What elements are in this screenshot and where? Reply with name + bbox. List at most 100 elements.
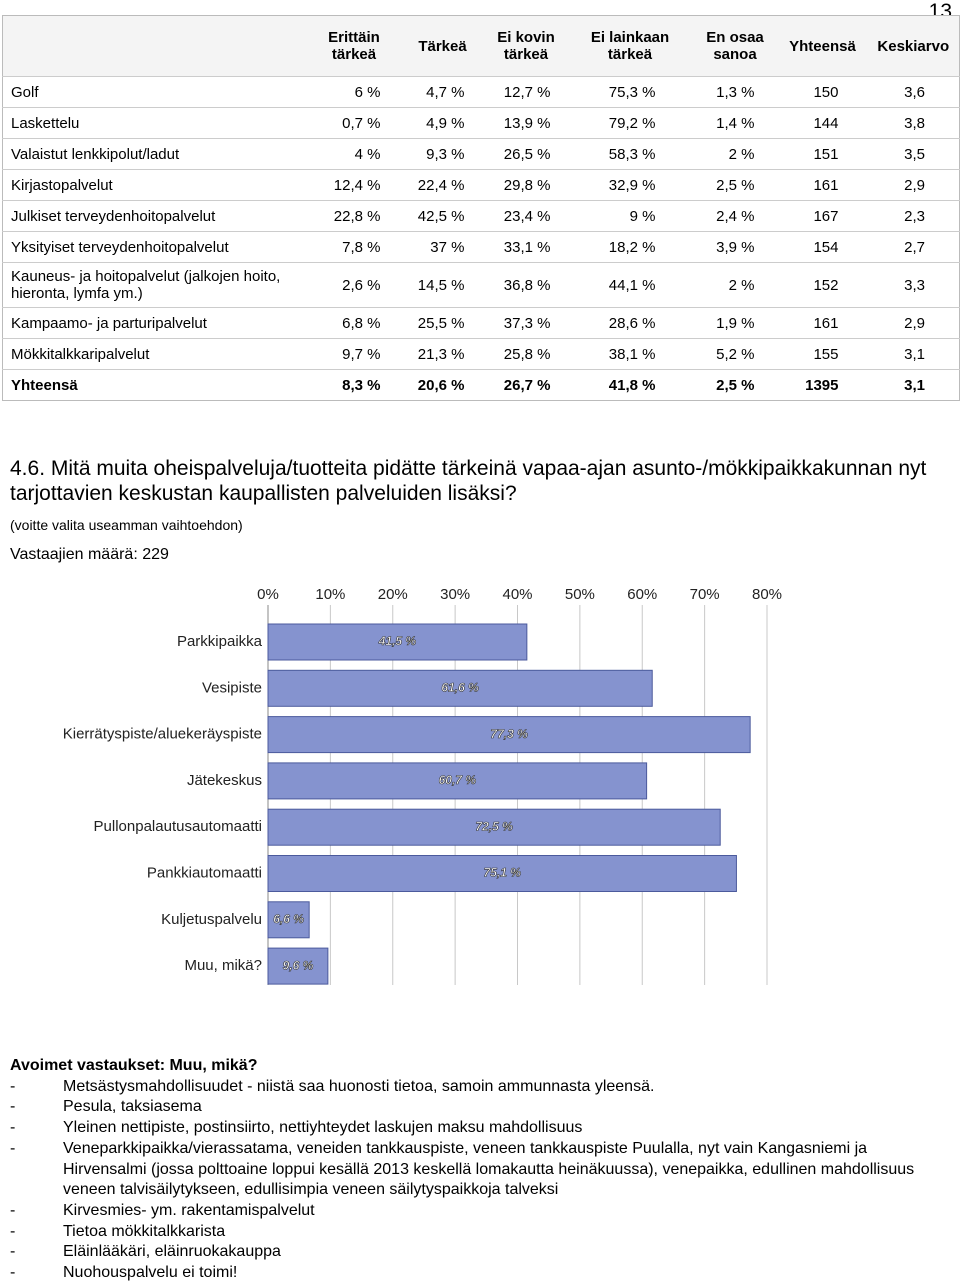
value-label: 72,5 % bbox=[475, 819, 513, 833]
table-cell: 41,8 % bbox=[567, 369, 693, 401]
table-cell: 21,3 % bbox=[400, 338, 485, 370]
category-label: Pullonpalautusautomaatti bbox=[94, 818, 262, 835]
table-cell: 42,5 % bbox=[400, 200, 485, 232]
open-answers: Avoimet vastaukset: Muu, mikä? Metsästys… bbox=[10, 1056, 950, 1284]
table-cell: 37 % bbox=[400, 231, 485, 263]
table-cell: 2,5 % bbox=[692, 369, 778, 401]
bar bbox=[267, 669, 653, 707]
header-cell: Keskiarvo bbox=[867, 15, 960, 77]
table-row: Valaistut lenkkipolut/ladut 4 % 9,3 % 26,5 … bbox=[2, 138, 960, 170]
answer-list: Metsästysmahdollisuudet - niistä saa huo… bbox=[10, 1077, 950, 1284]
table-cell: 2,4 % bbox=[692, 200, 778, 232]
x-tick-label: 10% bbox=[315, 586, 345, 603]
table-cell: 12,4 % bbox=[307, 169, 401, 201]
table-cell: 58,3 % bbox=[567, 138, 693, 170]
x-tick-label: 50% bbox=[565, 586, 595, 603]
x-tick-label: 40% bbox=[502, 586, 532, 603]
table-row: Kampaamo- ja parturipalvelut 6,8 % 25,5 % 3… bbox=[2, 307, 960, 339]
table-cell: 22,4 % bbox=[400, 169, 485, 201]
table-cell: 1,4 % bbox=[692, 107, 778, 139]
table-cell: 4,9 % bbox=[400, 107, 485, 139]
bar bbox=[267, 947, 329, 985]
table-cell: 3,8 bbox=[867, 107, 960, 139]
open-answers-title: Avoimet vastaukset: Muu, mikä? bbox=[10, 1057, 258, 1074]
header-cell: Yhteensä bbox=[777, 15, 868, 77]
table-cell: 13,9 % bbox=[484, 107, 568, 139]
row-label: Kampaamo- ja parturipalvelut bbox=[2, 307, 308, 339]
table-cell: 22,8 % bbox=[307, 200, 401, 232]
answer-item: Veneparkkipaikka/vierassatama, veneiden … bbox=[10, 1139, 950, 1201]
bar bbox=[267, 808, 721, 846]
table-cell: 9,3 % bbox=[400, 138, 485, 170]
table-cell: 2,3 bbox=[867, 200, 960, 232]
row-label: Laskettelu bbox=[2, 107, 308, 139]
table-cell: 26,7 % bbox=[484, 369, 568, 401]
x-tick-label: 80% bbox=[752, 586, 782, 603]
table-cell: 29,8 % bbox=[484, 169, 568, 201]
answer-item: Nuohouspalvelu ei toimi! bbox=[10, 1263, 950, 1284]
table-cell: 44,1 % bbox=[567, 262, 693, 308]
table-cell: 7,8 % bbox=[307, 231, 401, 263]
row-label: Yhteensä bbox=[2, 369, 308, 401]
category-label: Vesipiste bbox=[202, 679, 262, 696]
table-cell: 167 bbox=[777, 200, 868, 232]
table-cell: 32,9 % bbox=[567, 169, 693, 201]
value-label: 61,6 % bbox=[441, 680, 479, 694]
table-cell: 38,1 % bbox=[567, 338, 693, 370]
table-cell: 161 bbox=[777, 169, 868, 201]
table-cell: 6 % bbox=[307, 76, 401, 108]
bar bbox=[267, 623, 528, 661]
header-cell: Ei kovin tärkeä bbox=[484, 15, 568, 77]
table-row: Laskettelu 0,7 % 4,9 % 13,9 % 79,2 % 1,4 % 144… bbox=[2, 107, 960, 139]
answer-item: Pesula, taksiasema bbox=[10, 1097, 950, 1118]
answer-item: Tietoa mökkitalkkarista bbox=[10, 1222, 950, 1243]
question-note: (voitte valita useamman vaihtoehdon) bbox=[10, 517, 243, 533]
table-cell: 18,2 % bbox=[567, 231, 693, 263]
table-cell: 3,9 % bbox=[692, 231, 778, 263]
answer-item: Yleinen nettipiste, postinsiirto, nettiy… bbox=[10, 1118, 950, 1139]
table-cell: 155 bbox=[777, 338, 868, 370]
table-cell: 9,7 % bbox=[307, 338, 401, 370]
header-cell: Erittäin tärkeä bbox=[307, 15, 401, 77]
table-row: Golf 6 % 4,7 % 12,7 % 75,3 % 1,3 % 150 3,6 bbox=[2, 76, 960, 108]
table-cell: 2 % bbox=[692, 262, 778, 308]
row-label: Valaistut lenkkipolut/ladut bbox=[2, 138, 308, 170]
table-cell: 151 bbox=[777, 138, 868, 170]
table-cell: 3,1 bbox=[867, 369, 960, 401]
row-label: Yksityiset terveydenhoitopalvelut bbox=[2, 231, 308, 263]
category-label: Kierrätyspiste/aluekeräyspiste bbox=[63, 726, 262, 743]
header-cell: Tärkeä bbox=[400, 15, 485, 77]
table-cell: 161 bbox=[777, 307, 868, 339]
table-cell: 4 % bbox=[307, 138, 401, 170]
table-cell: 3,3 bbox=[867, 262, 960, 308]
table-cell: 26,5 % bbox=[484, 138, 568, 170]
table-cell: 2,6 % bbox=[307, 262, 401, 308]
table-cell: 2,9 bbox=[867, 307, 960, 339]
table-cell: 3,6 bbox=[867, 76, 960, 108]
category-label: Parkkipaikka bbox=[177, 633, 263, 650]
table-cell: 2 % bbox=[692, 138, 778, 170]
category-label: Kuljetuspalvelu bbox=[161, 911, 262, 928]
chart: 0% 10% 20% 30% 40% 50% 60% 70% 80% Parkkipaikka 41… bbox=[63, 586, 782, 985]
table-cell: 3,5 bbox=[867, 138, 960, 170]
bar bbox=[267, 901, 310, 939]
question-title: 4.6. Mitä muita oheispalveluja/tuotteita… bbox=[10, 457, 927, 505]
table-cell: 1,9 % bbox=[692, 307, 778, 339]
value-label: 77,3 % bbox=[490, 727, 528, 741]
total-row: Yhteensä 8,3 % 20,6 % 26,7 % 41,8 % 2,5 % 1395… bbox=[2, 369, 960, 401]
x-tick-label: 20% bbox=[378, 586, 408, 603]
row-label: Kauneus- ja hoitopalvelut (jalkojen hoit… bbox=[2, 262, 308, 308]
table-cell: 37,3 % bbox=[484, 307, 568, 339]
bar bbox=[267, 855, 737, 892]
table-row: Julkiset terveydenhoitopalvelut 22,8 % 42,… bbox=[2, 200, 960, 232]
table-cell: 79,2 % bbox=[567, 107, 693, 139]
table-cell: 2,5 % bbox=[692, 169, 778, 201]
table-cell: 9 % bbox=[567, 200, 693, 232]
value-label: 60,7 % bbox=[439, 773, 477, 787]
header-cell bbox=[2, 15, 308, 77]
respondents: Vastaajien määrä: 229 bbox=[10, 546, 169, 563]
bar bbox=[267, 762, 648, 800]
value-label: 75,1 % bbox=[484, 866, 522, 880]
table-body: Golf 6 % 4,7 % 12,7 % 75,3 % 1,3 % 150 3,6 Laske… bbox=[2, 76, 960, 401]
